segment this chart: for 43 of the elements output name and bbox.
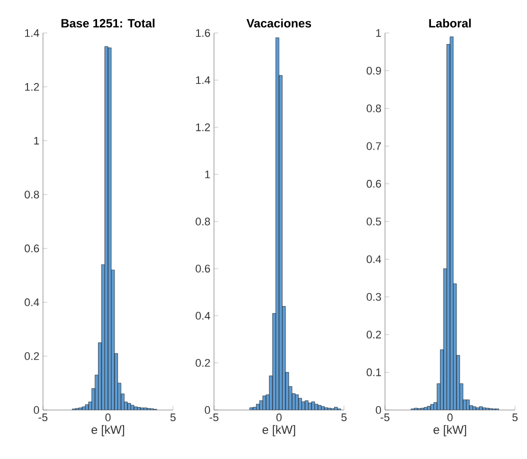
y-tick-label: 1 xyxy=(376,29,381,37)
y-tick-label: 0.5 xyxy=(366,218,382,226)
x-axis-title: e [kW] xyxy=(262,425,296,436)
x-tick-label: 5 xyxy=(512,414,518,422)
y-tick-label: 1.4 xyxy=(196,76,210,84)
y-tick-label: 0.2 xyxy=(196,359,210,367)
y-tick-label: 0.4 xyxy=(366,255,382,264)
y-tick-label: 0.4 xyxy=(24,298,40,306)
y-tick-label: 0.6 xyxy=(24,244,39,252)
y-tick-label: 0 xyxy=(204,406,210,414)
y-tick-label: 0.2 xyxy=(366,330,381,338)
y-tick-label: 1 xyxy=(205,170,210,178)
y-tick-label: 1 xyxy=(34,136,39,144)
y-tick-label: 0 xyxy=(376,406,382,414)
x-tick-label: -5 xyxy=(38,414,48,422)
y-tick-label: 1.6 xyxy=(196,29,210,37)
y-tick-label: 0.6 xyxy=(196,264,210,273)
y-tick-label: 0.1 xyxy=(366,368,381,376)
x-axis-title: e [kW] xyxy=(92,425,124,436)
chart-title: Base 1251: Total xyxy=(62,18,154,28)
y-tick-label: 0.2 xyxy=(24,352,39,360)
x-tick-label: 5 xyxy=(170,414,176,422)
y-tick-label: 0.4 xyxy=(196,312,210,320)
y-tick-label: 0.8 xyxy=(196,218,210,226)
x-tick-label: 0 xyxy=(105,414,111,422)
y-tick-label: 0.6 xyxy=(366,180,381,188)
y-tick-label: 1.4 xyxy=(25,29,40,37)
x-tick-label: -5 xyxy=(210,414,218,422)
y-tick-label: 0.8 xyxy=(24,190,39,198)
y-tick-label: 1.2 xyxy=(196,123,210,132)
chart-title: Laboral xyxy=(429,18,471,28)
x-axis-title: e [kW] xyxy=(434,425,466,436)
x-tick-label: 0 xyxy=(276,414,282,422)
y-tick-label: 0 xyxy=(34,406,40,414)
chart-title: Vacaciones xyxy=(246,18,312,28)
y-tick-label: 0.7 xyxy=(366,142,381,150)
y-tick-label: 0.3 xyxy=(366,293,381,301)
y-tick-label: 0.8 xyxy=(366,104,381,112)
y-tick-label: 1.2 xyxy=(25,83,39,91)
x-tick-label: 0 xyxy=(447,414,453,422)
x-tick-label: 5 xyxy=(341,414,347,422)
x-tick-label: -5 xyxy=(380,414,390,422)
y-tick-label: 0.9 xyxy=(366,66,381,75)
